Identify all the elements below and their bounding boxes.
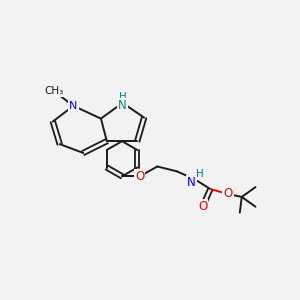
Text: O: O <box>135 170 144 183</box>
Text: O: O <box>224 188 233 200</box>
Text: O: O <box>198 200 207 213</box>
Text: N: N <box>118 99 127 112</box>
Text: CH₃: CH₃ <box>44 86 63 96</box>
Text: N: N <box>69 101 78 111</box>
Text: H: H <box>196 169 203 179</box>
Text: N: N <box>187 176 196 189</box>
Text: H: H <box>118 92 126 102</box>
